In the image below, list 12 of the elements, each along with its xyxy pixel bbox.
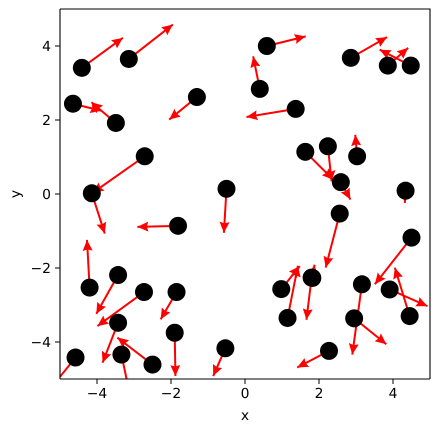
y-tick-label: 0 (42, 186, 51, 203)
x-tick-label: −2 (160, 386, 182, 402)
y-tick-label: 2 (42, 112, 51, 129)
x-tick-label: −4 (86, 386, 108, 402)
x-tick-label: 2 (314, 386, 324, 402)
y-tick-label: −2 (30, 260, 51, 277)
x-axis-title: x (240, 408, 250, 424)
x-tick-label: 0 (240, 386, 250, 402)
y-tick-label: −4 (30, 334, 52, 351)
y-tick-label: 4 (42, 38, 52, 55)
y-axis-title: y (8, 190, 24, 198)
x-tick-label: 4 (388, 386, 398, 402)
